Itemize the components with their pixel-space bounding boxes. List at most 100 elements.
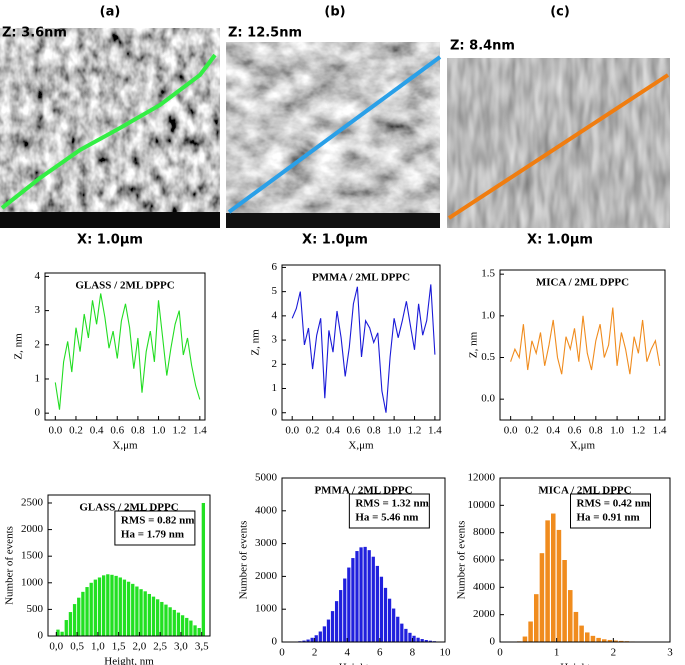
x-tick-label: 1.2 bbox=[408, 425, 422, 437]
histogram-bar bbox=[428, 640, 432, 642]
x-tick-label: 0,5 bbox=[70, 641, 84, 653]
chart-title: MICA / 2ML DPPC bbox=[538, 485, 631, 497]
histogram-bar bbox=[568, 590, 573, 642]
histogram-bar bbox=[156, 599, 160, 636]
plot-frame bbox=[44, 272, 206, 421]
histogram-bar bbox=[68, 612, 73, 636]
annotation-box bbox=[114, 510, 196, 546]
histogram-bar bbox=[375, 565, 379, 642]
histogram-bar bbox=[392, 608, 396, 642]
histogram-bar bbox=[180, 615, 185, 636]
y-tick-label: 2000 bbox=[21, 523, 44, 535]
histogram-bar bbox=[343, 578, 347, 642]
histogram-bar bbox=[556, 529, 562, 642]
z-scale: Z: 3.6nm bbox=[2, 26, 67, 41]
histogram-bar bbox=[72, 604, 77, 636]
y-tick-label: 12000 bbox=[468, 472, 496, 484]
afm-base bbox=[226, 213, 440, 228]
x-tick-label: 1 bbox=[554, 647, 560, 659]
histogram-bar bbox=[590, 635, 596, 642]
histogram-bar bbox=[367, 550, 371, 642]
x-tick-label: 3,5 bbox=[195, 641, 209, 653]
panel-label: (b) bbox=[324, 5, 345, 20]
histogram-bar bbox=[573, 611, 579, 642]
histogram-bar bbox=[118, 577, 122, 636]
x-tick-label: 1.0 bbox=[152, 425, 166, 437]
histogram-bar bbox=[355, 551, 359, 642]
histogram-bar bbox=[201, 502, 206, 636]
annotation: RMS = 0.42 nm bbox=[577, 498, 651, 510]
x-tick-label: 0.0 bbox=[285, 425, 299, 437]
histogram-bar bbox=[322, 626, 327, 642]
y-axis-label: Z, nm bbox=[250, 329, 262, 356]
y-tick-label: 4 bbox=[272, 309, 278, 321]
y-tick-label: 3000 bbox=[255, 537, 278, 549]
x-tick-label: 0.8 bbox=[589, 425, 603, 437]
y-tick-label: 1.5 bbox=[481, 268, 495, 280]
histogram-bar bbox=[330, 611, 335, 642]
histogram-bar bbox=[528, 621, 533, 642]
y-tick-label: 4 bbox=[35, 270, 41, 282]
histogram-bar bbox=[77, 597, 81, 636]
x-tick-label: 1.4 bbox=[653, 425, 667, 437]
x-tick-label: 0.0 bbox=[48, 425, 62, 437]
histogram-bar bbox=[122, 579, 127, 636]
x-tick-label: 2,0 bbox=[133, 641, 147, 653]
plot-frame bbox=[281, 264, 441, 421]
x-tick-label: 0.6 bbox=[568, 425, 582, 437]
histogram-bar bbox=[89, 582, 93, 636]
histogram-bar bbox=[160, 601, 164, 636]
z-scale: Z: 8.4nm bbox=[450, 39, 515, 54]
x-scale: X: 1.0μm bbox=[77, 233, 143, 248]
histogram-bar bbox=[93, 579, 98, 636]
y-tick-label: 0 bbox=[490, 636, 496, 648]
y-tick-label: 0 bbox=[272, 406, 278, 418]
x-tick-label: 0.4 bbox=[90, 425, 104, 437]
histogram-bar bbox=[110, 574, 114, 636]
x-tick-label: 6 bbox=[377, 647, 383, 659]
profile-line bbox=[510, 307, 661, 375]
profile-line bbox=[447, 73, 670, 220]
y-tick-label: 2 bbox=[272, 358, 278, 370]
chart-title: GLASS / 2ML DPPC bbox=[75, 280, 174, 292]
y-axis-label: Number of events bbox=[4, 526, 16, 605]
x-tick-label: 4 bbox=[344, 647, 350, 659]
x-tick-label: 3 bbox=[667, 647, 673, 659]
annotation-box bbox=[348, 493, 430, 529]
y-tick-label: 10000 bbox=[468, 499, 496, 511]
histogram-bar bbox=[534, 594, 539, 642]
y-tick-label: 0 bbox=[38, 630, 44, 642]
x-tick-label: 0.2 bbox=[306, 425, 320, 437]
x-axis-label: X,μm bbox=[570, 440, 596, 452]
x-tick-label: 0 bbox=[497, 647, 503, 659]
histogram-bar bbox=[114, 575, 118, 636]
x-axis-label: X,μm bbox=[112, 440, 138, 452]
histogram-bar bbox=[602, 639, 607, 642]
histogram-bar bbox=[314, 635, 318, 642]
afm-image bbox=[447, 58, 670, 228]
y-tick-label: 3 bbox=[35, 304, 41, 316]
histogram-bar bbox=[363, 546, 367, 642]
histogram-bar bbox=[420, 639, 424, 642]
histogram-bar bbox=[126, 581, 131, 636]
plot-frame bbox=[499, 269, 666, 421]
histogram-bar bbox=[151, 596, 156, 636]
histogram-bar bbox=[379, 576, 384, 642]
histogram-bar bbox=[60, 631, 64, 636]
histogram-bar bbox=[387, 598, 392, 642]
chart-title: MICA / 2ML DPPC bbox=[536, 277, 629, 289]
y-tick-label: 2000 bbox=[255, 570, 278, 582]
plot-frame bbox=[281, 477, 446, 643]
histogram-bar bbox=[539, 553, 545, 642]
chart-title: PMMA / 2ML DPPC bbox=[312, 272, 410, 284]
x-axis-label: X,μm bbox=[348, 440, 374, 452]
y-tick-label: 0.0 bbox=[481, 393, 495, 405]
histogram-bar bbox=[197, 628, 201, 636]
y-axis-label: Number of events bbox=[456, 521, 468, 600]
annotation: Ha = 0.91 nm bbox=[577, 512, 640, 524]
y-tick-label: 1 bbox=[35, 373, 41, 385]
y-tick-label: 2 bbox=[35, 338, 41, 350]
x-axis-label: Height, nm bbox=[104, 656, 154, 665]
annotation: RMS = 0.82 nm bbox=[121, 515, 194, 527]
y-tick-label: 4000 bbox=[255, 504, 278, 516]
